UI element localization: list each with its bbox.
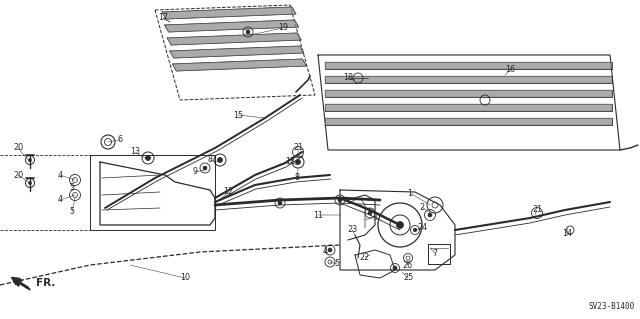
Text: 4: 4 [58, 196, 63, 204]
Text: 19: 19 [278, 24, 288, 33]
Circle shape [218, 158, 223, 162]
Polygon shape [164, 20, 299, 32]
Circle shape [29, 182, 31, 184]
Text: 17: 17 [158, 13, 168, 23]
Text: 18: 18 [343, 73, 353, 83]
Text: 8: 8 [294, 174, 300, 182]
Circle shape [296, 160, 301, 165]
Circle shape [428, 213, 432, 217]
Circle shape [368, 211, 372, 215]
Text: 21: 21 [293, 144, 303, 152]
Polygon shape [325, 104, 612, 111]
Text: 1: 1 [408, 189, 413, 197]
Text: 5: 5 [69, 207, 75, 217]
Text: 4: 4 [323, 248, 328, 256]
Text: 8: 8 [207, 155, 212, 165]
Circle shape [29, 159, 31, 161]
Circle shape [393, 266, 397, 270]
Polygon shape [167, 33, 301, 45]
Polygon shape [325, 62, 612, 69]
Text: 20: 20 [13, 144, 23, 152]
Text: FR.: FR. [36, 278, 56, 288]
Polygon shape [172, 59, 307, 71]
Text: 25: 25 [403, 273, 413, 283]
Polygon shape [325, 90, 612, 97]
Text: 9: 9 [193, 167, 198, 176]
Text: 12: 12 [223, 188, 233, 197]
Text: 13: 13 [130, 147, 140, 157]
Text: 21: 21 [532, 205, 542, 214]
Text: 22: 22 [360, 253, 370, 262]
Circle shape [397, 221, 403, 228]
Circle shape [246, 30, 250, 34]
Text: 23: 23 [347, 226, 357, 234]
Text: 20: 20 [13, 170, 23, 180]
Polygon shape [162, 7, 296, 19]
Text: 13: 13 [285, 158, 295, 167]
Text: 5: 5 [69, 183, 75, 192]
Text: 24: 24 [417, 224, 427, 233]
Text: 2: 2 [419, 203, 424, 211]
Polygon shape [325, 118, 612, 125]
Circle shape [278, 201, 282, 205]
Text: 3: 3 [372, 212, 378, 221]
Circle shape [203, 166, 207, 170]
Circle shape [328, 248, 332, 252]
Text: 10: 10 [180, 273, 190, 283]
Circle shape [413, 228, 417, 232]
Text: 16: 16 [505, 65, 515, 75]
Text: SV23-B1400: SV23-B1400 [589, 302, 635, 311]
Text: 11: 11 [313, 211, 323, 219]
Text: 5: 5 [335, 259, 340, 269]
Text: 4: 4 [58, 170, 63, 180]
Circle shape [145, 155, 150, 160]
Text: 26: 26 [402, 261, 412, 270]
Polygon shape [170, 46, 304, 58]
Text: 15: 15 [233, 110, 243, 120]
Text: 7: 7 [433, 249, 438, 257]
Circle shape [338, 198, 342, 202]
Text: 6: 6 [118, 136, 122, 145]
Polygon shape [325, 76, 612, 83]
Text: 14: 14 [562, 228, 572, 238]
